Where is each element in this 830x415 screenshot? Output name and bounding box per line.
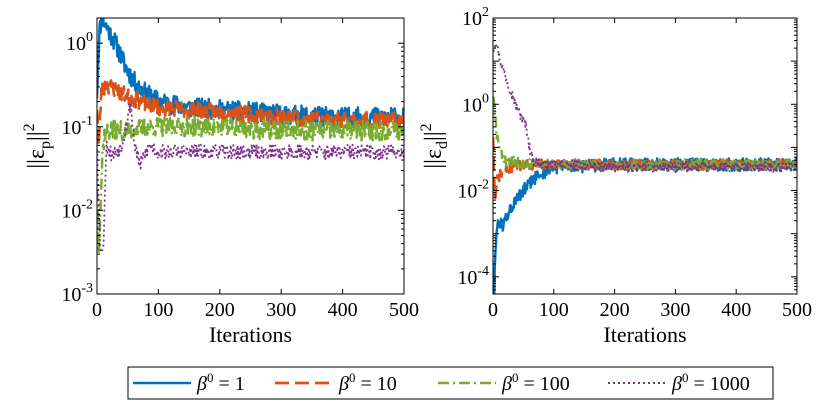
- x-tick-label: 200: [600, 299, 630, 321]
- x-tick-label: 100: [143, 299, 173, 321]
- series-line-2: [97, 79, 404, 147]
- legend-label-1: β0 = 1: [196, 370, 245, 395]
- y-tick-label: 10-1: [61, 114, 93, 139]
- y-axis-label: ||εd||2: [418, 123, 451, 168]
- y-tick-label: 100: [462, 91, 489, 116]
- series-line-1: [493, 157, 797, 294]
- series-line-3: [97, 115, 404, 255]
- y-tick-label: 10-4: [457, 264, 489, 289]
- series-line-2: [493, 136, 797, 200]
- axes-box: [492, 17, 798, 295]
- y-tick-label: 10-2: [457, 178, 489, 203]
- y-axis-label: ||εp||2: [21, 123, 54, 168]
- x-axis-label: Iterations: [209, 322, 292, 347]
- x-tick-label: 500: [782, 299, 812, 321]
- x-tick-label: 200: [205, 299, 235, 321]
- legend: β0 = 1 β0 = 10 β0 = 100 β0 = 1000: [127, 366, 774, 400]
- series-line-4: [97, 102, 404, 254]
- y-tick-label: 10-3: [61, 281, 93, 306]
- x-tick-label: 500: [389, 299, 419, 321]
- x-axis-label: Iterations: [603, 322, 686, 347]
- legend-box: [127, 366, 774, 400]
- x-tick-label: 0: [92, 299, 102, 321]
- legend-label-4: β0 = 1000: [671, 370, 750, 395]
- y-tick-label: 10-2: [61, 197, 93, 222]
- x-tick-label: 300: [660, 299, 690, 321]
- legend-label-2: β0 = 10: [338, 370, 397, 395]
- y-tick-label: 102: [462, 5, 489, 30]
- x-tick-label: 400: [721, 299, 751, 321]
- x-tick-label: 100: [539, 299, 569, 321]
- x-tick-label: 300: [266, 299, 296, 321]
- plot-primal: 0 100 200 300 400 500 100 10-1 10-2 10-3 Iteration…: [21, 17, 419, 347]
- x-tick-label: 400: [328, 299, 358, 321]
- plot-dual: 0 100 200 300 400 500 102 100 10-2 10-4 Iterations…: [418, 5, 812, 347]
- x-tick-label: 0: [488, 299, 498, 321]
- axes-box: [96, 17, 405, 295]
- legend-label-3: β0 = 100: [501, 370, 570, 395]
- series-line-4: [493, 43, 797, 174]
- y-tick-label: 100: [66, 30, 93, 55]
